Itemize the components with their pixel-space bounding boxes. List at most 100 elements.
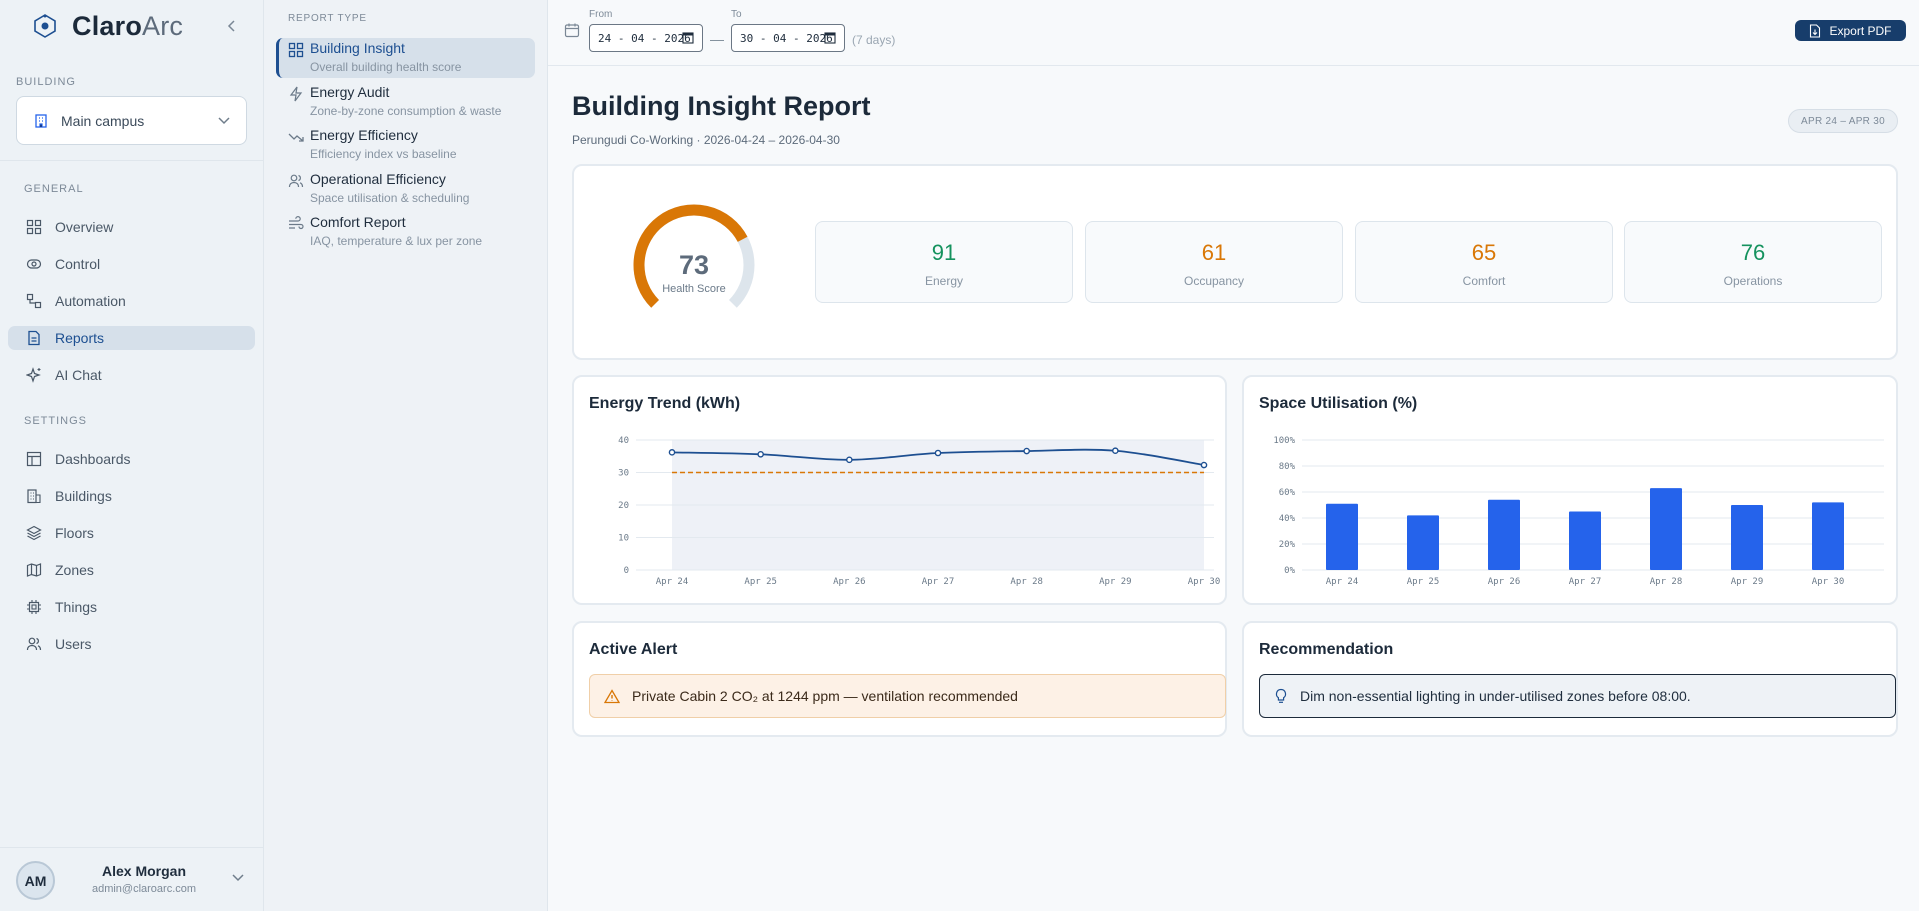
active-alert-card: Active Alert Private Cabin 2 CO₂ at 1244… bbox=[572, 621, 1227, 737]
x-tick-label: Apr 24 bbox=[1326, 577, 1359, 587]
nav-item-things[interactable]: Things bbox=[8, 595, 255, 619]
report-item-title: Comfort Report bbox=[310, 214, 406, 230]
building-icon bbox=[25, 487, 43, 505]
report-item-building-insight[interactable]: Building Insight Overall building health… bbox=[276, 38, 535, 78]
to-date-input[interactable]: 30 - 04 - 2026 bbox=[731, 24, 845, 52]
nav-item-label: AI Chat bbox=[55, 367, 102, 383]
wind-icon bbox=[289, 216, 304, 230]
x-tick-label: Apr 25 bbox=[744, 577, 777, 587]
brand-name: ClaroArc bbox=[72, 10, 184, 41]
bar bbox=[1569, 511, 1601, 570]
nav-item-control[interactable]: Control bbox=[8, 252, 255, 276]
y-tick-label: 40% bbox=[1279, 514, 1296, 524]
x-tick-label: Apr 26 bbox=[1488, 577, 1521, 587]
user-menu[interactable]: AM Alex Morgan admin@claroarc.com bbox=[0, 847, 263, 911]
calendar-icon bbox=[564, 23, 580, 38]
page-subtitle: Perungudi Co-Working · 2026-04-24 – 2026… bbox=[572, 133, 840, 147]
nav-item-dashboards[interactable]: Dashboards bbox=[8, 447, 255, 471]
nav-item-zones[interactable]: Zones bbox=[8, 558, 255, 582]
energy-trend-chart: 0 10 20 30 40 Apr 24 Apr 25 Apr 26 Apr 27 Apr 28 A… bbox=[618, 436, 1220, 587]
divider bbox=[0, 160, 263, 161]
y-tick-label: 20 bbox=[618, 501, 629, 511]
metric-label: Operations bbox=[1723, 274, 1783, 288]
report-item-operational-efficiency[interactable]: Operational Efficiency Space utilisation… bbox=[276, 169, 535, 209]
data-point bbox=[1023, 447, 1030, 455]
building-section-label: BUILDING bbox=[16, 76, 76, 88]
layout-icon bbox=[25, 450, 43, 468]
chart-title: Space Utilisation (%) bbox=[1259, 395, 1418, 412]
y-tick-label: 40 bbox=[618, 436, 629, 446]
nav-item-ai-chat[interactable]: AI Chat bbox=[8, 363, 255, 387]
brand-logo[interactable]: ClaroArc bbox=[32, 10, 183, 42]
days-count: (7 days) bbox=[852, 33, 896, 47]
nav-item-users[interactable]: Users bbox=[8, 632, 255, 656]
from-date-input[interactable]: 24 - 04 - 2026 bbox=[589, 24, 703, 52]
x-tick-label: Apr 27 bbox=[922, 577, 955, 587]
x-tick-label: Apr 25 bbox=[1407, 577, 1440, 587]
data-point bbox=[846, 456, 853, 464]
lightbulb-icon bbox=[1274, 688, 1288, 704]
nav-item-reports[interactable]: Reports bbox=[8, 326, 255, 350]
metric-comfort: 65 Comfort bbox=[1355, 221, 1613, 303]
report-item-energy-audit[interactable]: Energy Audit Zone-by-zone consumption & … bbox=[276, 82, 535, 122]
metric-operations: 76 Operations bbox=[1624, 221, 1882, 303]
report-item-title: Energy Audit bbox=[310, 84, 390, 100]
chevron-down-icon[interactable] bbox=[232, 874, 244, 882]
toggle-icon bbox=[25, 255, 43, 273]
page-title: Building Insight Report bbox=[572, 91, 871, 121]
collapse-sidebar-button[interactable] bbox=[222, 16, 242, 36]
bar bbox=[1326, 503, 1358, 570]
metric-value: 91 bbox=[931, 240, 957, 265]
metric-label: Energy bbox=[924, 274, 964, 288]
date-range-toolbar: From 24 - 04 - 2026 — To 30 - 04 - 2026 … bbox=[548, 0, 1919, 66]
sidebar: ClaroArc BUILDING Main campus GENERAL Ov… bbox=[0, 0, 264, 911]
main-content: From 24 - 04 - 2026 — To 30 - 04 - 2026 … bbox=[548, 0, 1919, 911]
settings-section-label: SETTINGS bbox=[24, 415, 88, 427]
space-utilisation-chart: 0% 20% 40% 60% 80% 100% Apr 24 Apr 25 Apr 26 Apr … bbox=[1273, 436, 1884, 587]
users-icon bbox=[25, 635, 43, 653]
nav-item-floors[interactable]: Floors bbox=[8, 521, 255, 545]
nav-item-buildings[interactable]: Buildings bbox=[8, 484, 255, 508]
nav-item-automation[interactable]: Automation bbox=[8, 289, 255, 313]
recommendation-message[interactable]: Dim non-essential lighting in under-util… bbox=[1259, 674, 1896, 718]
gauge-fill bbox=[633, 204, 748, 308]
x-tick-label: Apr 29 bbox=[1731, 577, 1764, 587]
alert-message[interactable]: Private Cabin 2 CO₂ at 1244 ppm — ventil… bbox=[589, 674, 1226, 718]
data-point bbox=[668, 449, 676, 456]
report-item-subtitle: Overall building health score bbox=[310, 60, 462, 74]
calendar-icon bbox=[824, 32, 836, 44]
x-tick-label: Apr 24 bbox=[656, 577, 689, 587]
data-point bbox=[757, 451, 764, 458]
x-tick-label: Apr 28 bbox=[1650, 577, 1683, 587]
report-type-panel: REPORT TYPE Building Insight Overall bui… bbox=[264, 0, 548, 911]
nav-item-label: Automation bbox=[55, 293, 126, 309]
bar bbox=[1650, 488, 1682, 570]
nav-item-label: Zones bbox=[55, 562, 94, 578]
report-item-subtitle: Efficiency index vs baseline bbox=[310, 147, 457, 161]
metric-label: Comfort bbox=[1462, 274, 1506, 288]
recommendation-text: Dim non-essential lighting in under-util… bbox=[1300, 688, 1691, 704]
date-separator: — bbox=[710, 31, 724, 47]
space-utilisation-card: Space Utilisation (%) 0% 20% 40% 60% 80% 100%… bbox=[1242, 375, 1898, 605]
data-point bbox=[1200, 461, 1208, 469]
building-select[interactable]: Main campus bbox=[16, 96, 247, 145]
nav-item-label: Floors bbox=[55, 525, 94, 541]
report-item-comfort-report[interactable]: Comfort Report IAQ, temperature & lux pe… bbox=[276, 212, 535, 252]
users-icon bbox=[288, 174, 304, 188]
report-item-title: Energy Efficiency bbox=[310, 127, 418, 143]
x-tick-label: Apr 28 bbox=[1010, 577, 1043, 587]
nav-item-label: Users bbox=[55, 636, 92, 652]
y-tick-label: 20% bbox=[1279, 540, 1296, 550]
building-icon bbox=[35, 113, 47, 128]
bolt-icon bbox=[289, 86, 303, 102]
metric-label: Occupancy bbox=[1183, 274, 1245, 288]
y-tick-label: 80% bbox=[1279, 462, 1296, 472]
export-pdf-button[interactable]: Export PDF bbox=[1795, 20, 1906, 41]
sparkle-icon bbox=[25, 366, 43, 384]
nav-item-overview[interactable]: Overview bbox=[8, 215, 255, 239]
nav-item-label: Reports bbox=[55, 330, 105, 346]
bar bbox=[1488, 499, 1520, 570]
report-item-energy-efficiency[interactable]: Energy Efficiency Efficiency index vs ba… bbox=[276, 125, 535, 165]
energy-trend-card: Energy Trend (kWh) 0 10 20 30 40 Apr 24 Apr 25… bbox=[572, 375, 1227, 605]
document-icon bbox=[25, 329, 43, 347]
